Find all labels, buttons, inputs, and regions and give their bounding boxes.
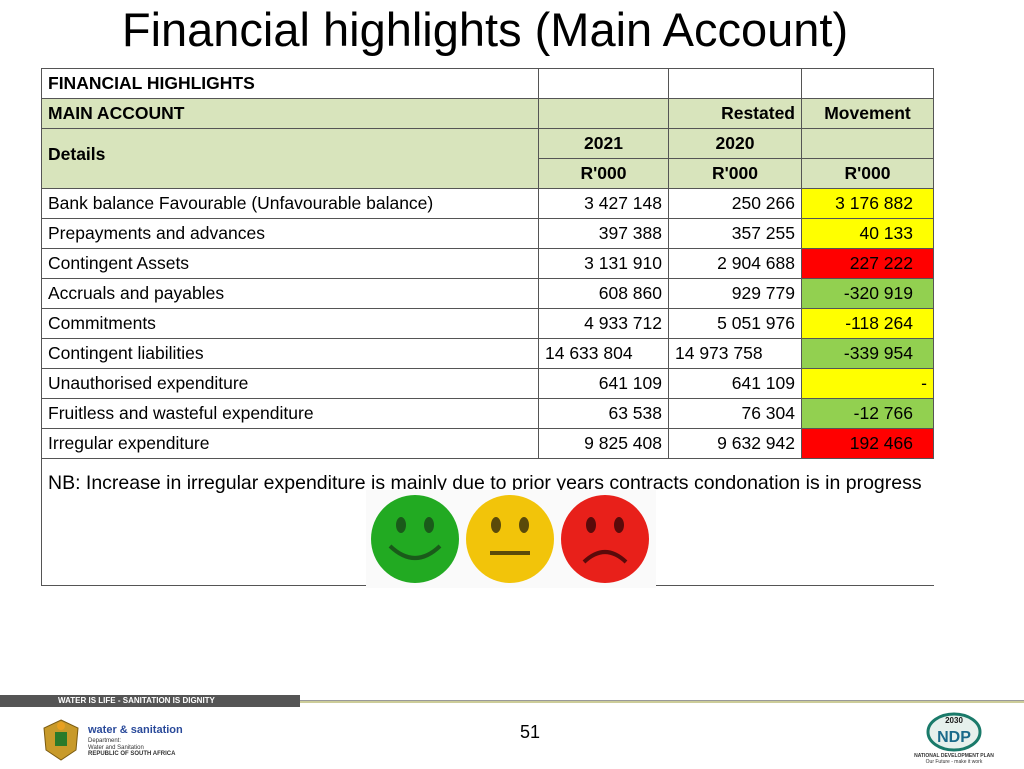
row-label: Unauthorised expenditure xyxy=(41,368,539,399)
value-2021: 641 109 xyxy=(538,368,669,399)
ndp-year: 2030 xyxy=(945,716,963,725)
table-body: FINANCIAL HIGHLIGHTS MAIN ACCOUNT Restat… xyxy=(41,68,934,586)
page-number: 51 xyxy=(520,722,541,742)
movement-label: Movement xyxy=(801,98,934,129)
value-2020: 357 255 xyxy=(668,218,802,249)
value-2021: 63 538 xyxy=(538,398,669,429)
movement-value: -339 954 xyxy=(801,338,934,369)
row-label: Prepayments and advances xyxy=(41,218,539,249)
status-legend xyxy=(366,490,656,588)
header-title-cell: FINANCIAL HIGHLIGHTS xyxy=(41,68,539,99)
footer-accent-line xyxy=(300,701,1024,703)
row-label: Irregular expenditure xyxy=(41,428,539,459)
value-2021: 3 427 148 xyxy=(538,188,669,219)
value-2020: 76 304 xyxy=(668,398,802,429)
row-label: Commitments xyxy=(41,308,539,339)
value-2021: 397 388 xyxy=(538,218,669,249)
ndp-emblem-icon: 2030 NDP xyxy=(926,712,982,752)
table-row: Accruals and payables 608 860 929 779 -320 … xyxy=(41,278,934,309)
value-2021: 4 933 712 xyxy=(538,308,669,339)
department-details: Department: Water and Sanitation REPUBLI… xyxy=(88,738,175,758)
table-row: Contingent liabilities 14 633 804 14 973 7… xyxy=(41,338,934,369)
department-line1: Department: xyxy=(88,738,122,744)
coat-of-arms-icon xyxy=(43,719,79,761)
footer-slogan: WATER IS LIFE - SANITATION IS DIGNITY xyxy=(58,696,215,705)
ndp-logo: 2030 NDP NATIONAL DEVELOPMENT PLAN Our F… xyxy=(914,710,994,766)
empty-cell xyxy=(801,128,934,159)
movement-value: -320 919 xyxy=(801,278,934,309)
restated-label: Restated xyxy=(668,98,802,129)
slide-title: Financial highlights (Main Account) xyxy=(121,3,849,56)
header-row-title: FINANCIAL HIGHLIGHTS xyxy=(41,68,934,99)
ndp-letters: NDP xyxy=(937,729,971,746)
table-row: Contingent Assets 3 131 910 2 904 688 227 2… xyxy=(41,248,934,279)
movement-value: 3 176 882 xyxy=(801,188,934,219)
empty-cell xyxy=(801,68,934,99)
department-name: water & sanitation xyxy=(88,724,183,736)
ndp-line2: Our Future - make it work xyxy=(925,758,983,765)
smileys-graphic xyxy=(371,495,649,583)
value-2021: 3 131 910 xyxy=(538,248,669,279)
empty-cell xyxy=(538,98,669,129)
movement-value: - xyxy=(801,368,934,399)
row-label: Accruals and payables xyxy=(41,278,539,309)
row-label: Fruitless and wasteful expenditure xyxy=(41,398,539,429)
row-label: Contingent Assets xyxy=(41,248,539,279)
header-sub-cell: MAIN ACCOUNT xyxy=(41,98,539,129)
value-2021: 14 633 804 xyxy=(538,338,669,369)
footer-slogan-band: WATER IS LIFE - SANITATION IS DIGNITY xyxy=(0,695,300,707)
value-2021: 608 860 xyxy=(538,278,669,309)
table-row: Irregular expenditure 9 825 408 9 632 942 1… xyxy=(41,428,934,459)
unit-label-movement: R'000 xyxy=(801,158,934,189)
value-2021: 9 825 408 xyxy=(538,428,669,459)
table-row: Prepayments and advances 397 388 357 255 40… xyxy=(41,218,934,249)
unit-label-2021: R'000 xyxy=(538,158,669,189)
ndp-line1: NATIONAL DEVELOPMENT PLAN xyxy=(914,753,994,759)
movement-value: -12 766 xyxy=(801,398,934,429)
table-row: Bank balance Favourable (Unfavourable ba… xyxy=(41,188,934,219)
ndp-caption: NATIONAL DEVELOPMENT PLAN Our Future - m… xyxy=(914,753,994,765)
header-row-account: MAIN ACCOUNT Restated Movement xyxy=(41,98,934,129)
movement-value: 40 133 xyxy=(801,218,934,249)
details-label: Details xyxy=(41,128,539,189)
row-label: Contingent liabilities xyxy=(41,338,539,369)
happy-face-icon xyxy=(371,495,459,583)
financial-highlights-table: FINANCIAL HIGHLIGHTS MAIN ACCOUNT Restat… xyxy=(41,68,934,586)
department-line2: Water and Sanitation xyxy=(88,744,144,751)
table-row: Commitments 4 933 712 5 051 976 -118 264 xyxy=(41,308,934,339)
table-row: Fruitless and wasteful expenditure 63 538… xyxy=(41,398,934,429)
value-2020: 929 779 xyxy=(668,278,802,309)
empty-cell xyxy=(668,68,802,99)
department-line3: REPUBLIC OF SOUTH AFRICA xyxy=(88,751,176,757)
value-2020: 5 051 976 xyxy=(668,308,802,339)
value-2020: 9 632 942 xyxy=(668,428,802,459)
movement-value: -118 264 xyxy=(801,308,934,339)
movement-value: 192 466 xyxy=(801,428,934,459)
header-row-years: Details 2021 2020 xyxy=(41,128,934,189)
value-2020: 14 973 758 xyxy=(668,338,802,369)
neutral-face-icon xyxy=(466,495,554,583)
movement-value: 227 222 xyxy=(801,248,934,279)
department-logo: water & sanitation Department: Water and… xyxy=(38,716,238,764)
year-2020-label: 2020 xyxy=(668,128,802,159)
value-2020: 250 266 xyxy=(668,188,802,219)
empty-cell xyxy=(538,68,669,99)
year-2021-label: 2021 xyxy=(538,128,669,159)
value-2020: 2 904 688 xyxy=(668,248,802,279)
table-row: Unauthorised expenditure 641 109 641 109- xyxy=(41,368,934,399)
sad-face-icon xyxy=(561,495,649,583)
row-label: Bank balance Favourable (Unfavourable ba… xyxy=(41,188,539,219)
value-2020: 641 109 xyxy=(668,368,802,399)
unit-label-2020: R'000 xyxy=(668,158,802,189)
